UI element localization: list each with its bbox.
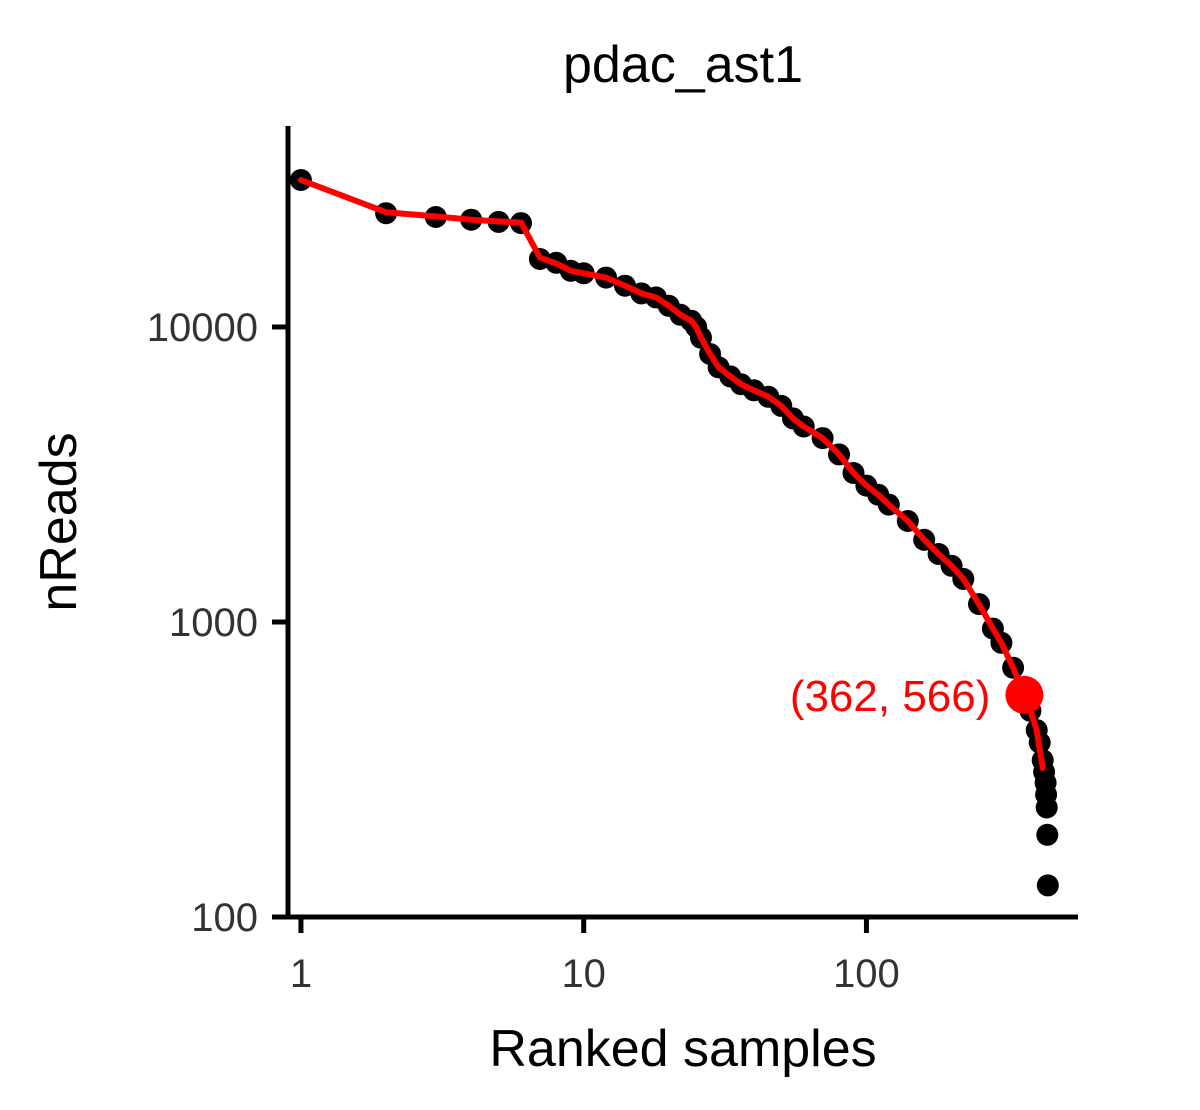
- chart-title: pdac_ast1: [563, 36, 803, 94]
- x-axis-label: Ranked samples: [489, 1020, 876, 1078]
- y-tick-label: 1000: [169, 601, 258, 645]
- y-tick-label: 10000: [147, 306, 258, 350]
- x-tick-label: 10: [561, 952, 606, 996]
- y-tick-label: 100: [191, 896, 258, 940]
- y-axis-ticks: 100 1000 10000: [147, 306, 288, 940]
- x-tick-label: 1: [290, 952, 312, 996]
- data-point: [1035, 796, 1058, 819]
- y-axis-label: nReads: [30, 432, 88, 611]
- knee-point-label: (362, 566): [790, 672, 991, 721]
- x-axis-ticks: 1 10 100: [290, 917, 900, 996]
- data-points: [289, 169, 1059, 897]
- fit-line: [297, 177, 1046, 771]
- data-point: [1036, 823, 1059, 846]
- knee-point-marker: [1005, 675, 1044, 714]
- x-tick-label: 100: [833, 952, 900, 996]
- data-point: [1036, 874, 1059, 897]
